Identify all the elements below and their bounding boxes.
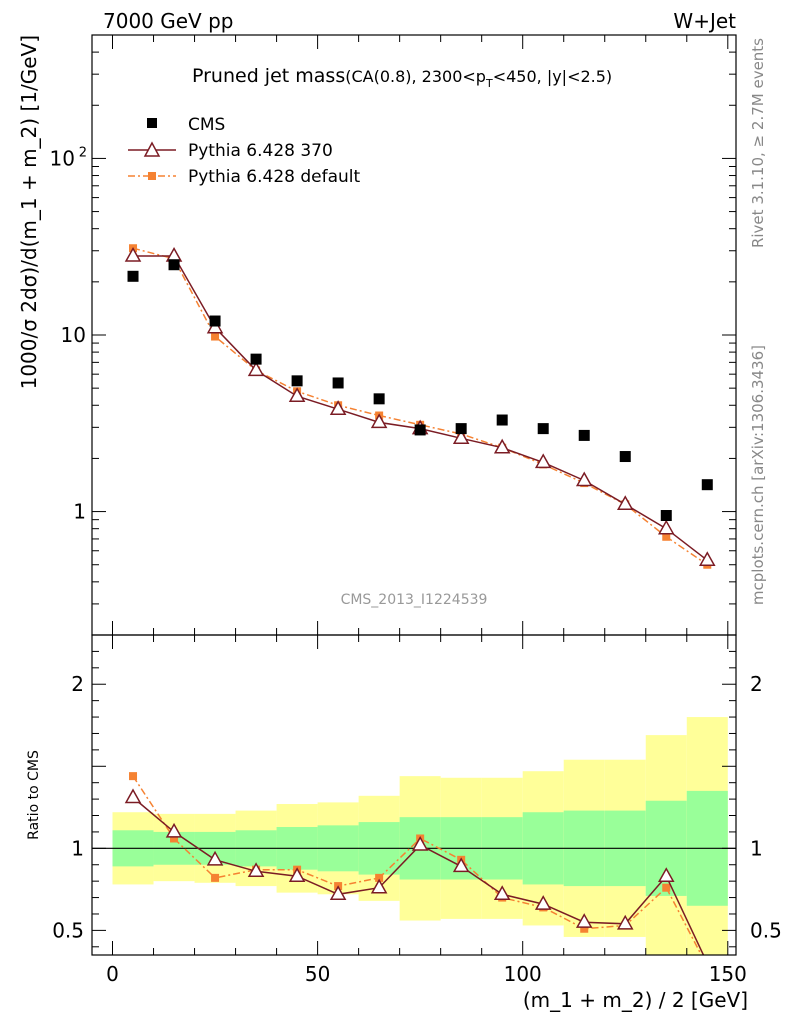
ratio-pythia-default-point-13 bbox=[662, 883, 671, 892]
main-y-axis-label: 1000/σ 2dσ)/d(m_1 + m_2) [1/GeV] bbox=[17, 35, 41, 389]
main-ytick-label-1: 10 bbox=[61, 323, 86, 347]
ratio-pythia370-point-9 bbox=[493, 885, 511, 901]
ratio-pythia-default-point-11 bbox=[580, 924, 589, 933]
page-header: 7000 GeV pp W+Jet bbox=[103, 9, 736, 33]
main-cms-point-2 bbox=[209, 315, 221, 327]
main-cms-point-13 bbox=[660, 510, 672, 522]
main-cms-point-8 bbox=[455, 423, 467, 435]
title-subtitle-sub: T bbox=[485, 77, 493, 90]
ratio-pythia-default-point-0 bbox=[129, 772, 138, 781]
main-pythia-default-line bbox=[132, 247, 708, 566]
ratio-pythia370-point-12 bbox=[616, 914, 634, 930]
legend-pythia370-marker bbox=[143, 141, 161, 157]
main-cms-point-0 bbox=[127, 270, 139, 282]
ratio-ytick-label-right-0: 0.5 bbox=[750, 918, 782, 942]
main-pythia370-point-8 bbox=[452, 429, 470, 445]
main-cms-point-5 bbox=[332, 377, 344, 389]
ratio-pythia370-point-7 bbox=[411, 836, 429, 851]
main-pythia-default-point-2 bbox=[211, 332, 220, 341]
main-pythia370-point-6 bbox=[370, 413, 388, 429]
main-pythia370-point-12 bbox=[616, 495, 634, 511]
ratio-pythia370-point-4 bbox=[288, 867, 306, 882]
ratio-xtick-label-3: 150 bbox=[709, 962, 747, 986]
ratio-y-axis-label: Ratio to CMS bbox=[26, 750, 42, 840]
main-cms-point-11 bbox=[578, 429, 590, 441]
main-pythia370-point-3 bbox=[247, 361, 265, 377]
ratio-pythia370-point-1 bbox=[165, 822, 183, 838]
legend-cms-marker bbox=[147, 118, 157, 128]
legend-pythia-default-marker bbox=[148, 172, 156, 180]
ratio-xtick-label-0: 0 bbox=[106, 962, 119, 986]
main-ytick-label-2: 10 bbox=[50, 146, 75, 170]
ratio-pythia370-point-6 bbox=[370, 878, 388, 894]
legend-pythia-default-label: Pythia 6.428 default bbox=[188, 167, 361, 187]
main-ytick-label-0: 1 bbox=[73, 500, 86, 524]
main-pythia370-point-11 bbox=[575, 471, 593, 487]
ratio-panel: 0.5 0.5 1 1 2 2 0 50 100 150 Ratio to CMS (m_1 + … bbox=[26, 634, 782, 1012]
legend-cms-label: CMS bbox=[188, 115, 225, 135]
ratio-pythia-default-point-1 bbox=[170, 834, 179, 843]
ratio-pythia-default-point-6 bbox=[375, 873, 384, 882]
main-cms-point-12 bbox=[619, 451, 631, 463]
main-pythia-default-point-13 bbox=[662, 532, 671, 541]
main-pythia370-point-1 bbox=[165, 247, 183, 262]
ratio-series-clipped bbox=[124, 772, 705, 955]
main-cms-point-9 bbox=[496, 414, 508, 426]
ratio-xtick-label-1: 50 bbox=[305, 962, 330, 986]
ratio-pythia370-point-13 bbox=[657, 867, 675, 882]
ratio-pythia-default-line bbox=[132, 775, 703, 955]
side-label-mcplots: mcplots.cern.ch [arXiv:1306.3436] bbox=[749, 345, 767, 605]
main-cms-point-10 bbox=[537, 423, 549, 435]
main-cms-point-4 bbox=[291, 375, 303, 387]
main-pythia370-point-10 bbox=[534, 453, 552, 469]
ratio-ytick-label-right-2: 2 bbox=[750, 672, 763, 696]
title-subtitle: (CA(0.8), 2300<p bbox=[345, 67, 486, 86]
svg-text:Pruned jet mass(CA(0.8), 2300<: Pruned jet mass(CA(0.8), 2300<pT<450, |y… bbox=[192, 65, 612, 90]
legend: CMS Pythia 6.428 370 Pythia 6.428 defaul… bbox=[128, 115, 361, 187]
main-pythia370-point-4 bbox=[288, 387, 306, 402]
ratio-bands-layer bbox=[92, 717, 736, 955]
main-pythia370-point-14 bbox=[699, 551, 716, 567]
main-cms-point-3 bbox=[250, 353, 262, 365]
ratio-axes: 0.5 0.5 1 1 2 2 0 50 100 150 bbox=[52, 634, 782, 986]
main-pythia370-point-0 bbox=[124, 247, 142, 262]
ratio-pythia370-point-11 bbox=[575, 913, 593, 928]
side-label-rivet: Rivet 3.1.10, ≥ 2.7M events bbox=[749, 38, 767, 248]
ratio-pythia370-point-0 bbox=[124, 788, 142, 804]
ratio-pythia-default-point-2 bbox=[211, 873, 220, 882]
main-pythia370-point-5 bbox=[329, 400, 347, 415]
main-series-layer bbox=[124, 244, 716, 569]
ratio-pythia370-point-8 bbox=[452, 857, 470, 873]
ratio-series-layer bbox=[124, 772, 705, 955]
ratio-pythia370-point-5 bbox=[329, 885, 347, 901]
main-ytick-sup-2: 2 bbox=[79, 145, 87, 160]
ratio-xtick-label-2: 100 bbox=[504, 962, 542, 986]
main-cms-point-14 bbox=[701, 479, 713, 491]
ratio-ytick-label-left-1: 1 bbox=[71, 836, 84, 860]
energy-label: 7000 GeV pp bbox=[103, 9, 234, 33]
process-label: W+Jet bbox=[673, 9, 736, 33]
title-subtitle-tail: <450, |y|<2.5) bbox=[493, 67, 612, 86]
x-axis-label: (m_1 + m_2) / 2 [GeV] bbox=[523, 988, 748, 1012]
analysis-id-label: CMS_2013_I1224539 bbox=[341, 592, 488, 608]
main-cms-point-6 bbox=[373, 393, 385, 405]
chart-title: Pruned jet mass(CA(0.8), 2300<pT<450, |y… bbox=[192, 65, 612, 90]
main-cms-point-7 bbox=[414, 424, 426, 436]
ratio-pythia370-point-10 bbox=[534, 895, 552, 910]
ratio-frame bbox=[91, 634, 737, 956]
ratio-ytick-label-left-2: 2 bbox=[71, 672, 84, 696]
main-cms-point-1 bbox=[168, 259, 180, 271]
main-pythia370-point-9 bbox=[493, 438, 511, 454]
ratio-ytick-label-left-0: 0.5 bbox=[52, 918, 84, 942]
legend-pythia370-label: Pythia 6.428 370 bbox=[188, 141, 333, 161]
ratio-pythia370-point-3 bbox=[247, 862, 265, 878]
main-pythia370-point-13 bbox=[657, 519, 675, 535]
title-main: Pruned jet mass bbox=[192, 65, 345, 87]
main-pythia370-line bbox=[133, 255, 708, 561]
ratio-ytick-label-right-1: 1 bbox=[750, 836, 763, 860]
main-panel: 1 10 10 2 Pruned jet mass(CA(0.8), 2300<pT<… bbox=[17, 34, 737, 636]
ratio-pythia370-point-2 bbox=[206, 850, 224, 866]
